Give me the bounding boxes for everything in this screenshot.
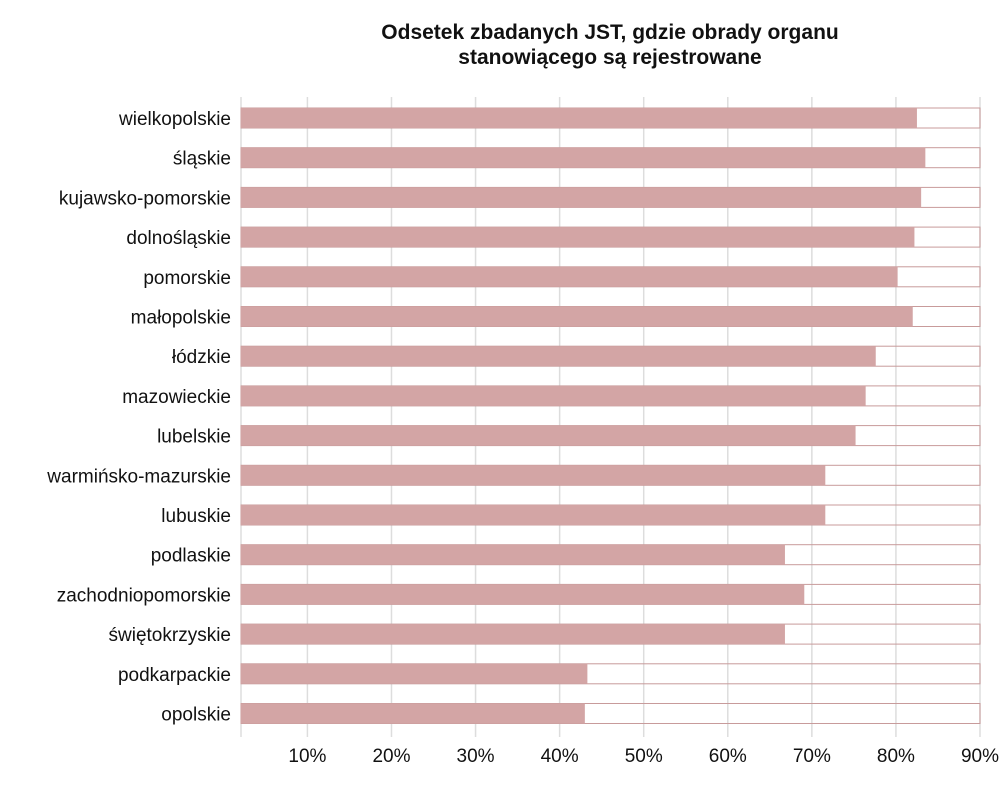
bar [241, 465, 826, 486]
bar [241, 544, 785, 565]
bar [241, 346, 876, 367]
bar [241, 108, 917, 128]
bar [241, 147, 926, 168]
category-label: pomorskie [143, 268, 231, 289]
category-label: warmińsko-mazurskie [46, 466, 231, 487]
x-tick-label: 90% [961, 746, 999, 767]
category-label: łódzkie [172, 347, 231, 368]
bar [241, 703, 585, 724]
bar [241, 187, 922, 208]
bar [241, 385, 866, 406]
x-tick-label: 10% [288, 746, 326, 767]
category-label: świętokrzyskie [109, 625, 231, 646]
x-tick-label: 50% [625, 746, 663, 767]
x-tick-label: 60% [709, 746, 747, 767]
category-label: podkarpackie [118, 665, 231, 686]
bar [241, 227, 915, 248]
x-tick-label: 40% [541, 746, 579, 767]
category-label: wielkopolskie [118, 109, 231, 130]
category-label: lubelskie [157, 427, 231, 448]
x-tick-label: 70% [793, 746, 831, 767]
chart-title-line-1: Odsetek zbadanych JST, gdzie obrady orga… [381, 21, 839, 44]
x-tick-label: 30% [457, 746, 495, 767]
chart-title-line-2: stanowiącego są rejestrowane [458, 46, 762, 69]
x-tick-label: 80% [877, 746, 915, 767]
bar [241, 425, 856, 446]
bar [241, 266, 898, 287]
category-label: zachodniopomorskie [57, 585, 231, 606]
bar [241, 505, 826, 525]
chart-title: Odsetek zbadanych JST, gdzie obrady orga… [340, 20, 880, 70]
category-label: dolnośląskie [126, 228, 231, 249]
category-label: śląskie [173, 149, 231, 170]
category-label: opolskie [161, 705, 231, 726]
bar [241, 584, 805, 605]
bar [241, 306, 913, 327]
x-tick-label: 20% [372, 746, 410, 767]
category-label: lubuskie [161, 506, 231, 527]
bar [241, 624, 785, 645]
category-label: podlaskie [151, 546, 231, 567]
bar [241, 663, 588, 684]
category-label: małopolskie [131, 308, 231, 329]
category-label: mazowieckie [122, 387, 231, 408]
category-label: kujawsko-pomorskie [59, 188, 231, 209]
